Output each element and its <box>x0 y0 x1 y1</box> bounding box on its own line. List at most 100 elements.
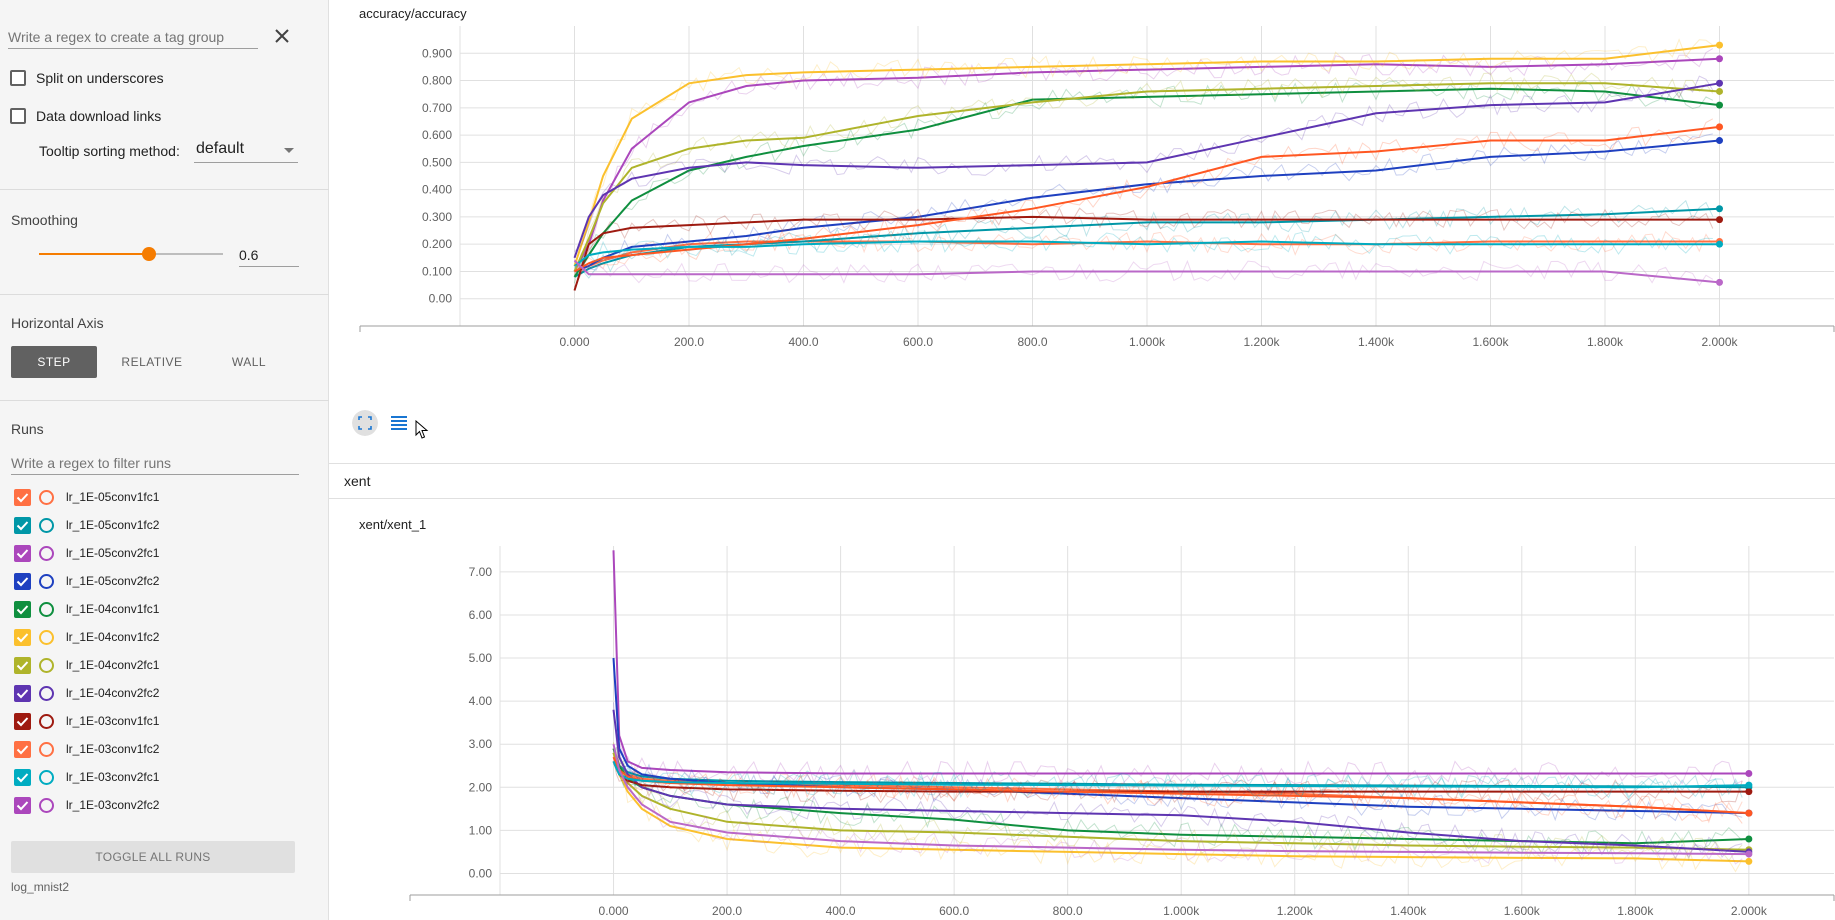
smoothing-slider-knob[interactable] <box>142 247 157 261</box>
run-color-circle-icon[interactable] <box>39 685 54 701</box>
run-checkbox[interactable] <box>14 572 31 590</box>
series-line <box>612 752 1749 863</box>
x-tick-label: 600.0 <box>903 335 933 349</box>
series-raw-line <box>613 763 1743 800</box>
list-toggle-icon[interactable] <box>386 410 412 436</box>
dropdown-arrow-icon <box>284 148 294 153</box>
run-color-circle-icon[interactable] <box>39 657 54 673</box>
data-download-checkbox[interactable] <box>10 108 26 124</box>
run-color-circle-icon[interactable] <box>39 713 54 729</box>
run-row[interactable]: lr_1E-04conv2fc1 <box>14 654 159 676</box>
xent-chart[interactable]: 0.000 200.0 400.0 600.0 800.0 1.000k 1.200k 1.4… <box>329 540 1835 920</box>
run-color-circle-icon[interactable] <box>39 797 54 813</box>
run-row[interactable]: lr_1E-03conv2fc1 <box>14 766 159 788</box>
smoothing-slider[interactable] <box>39 247 223 261</box>
axis-step-button[interactable]: STEP <box>11 346 97 378</box>
run-checkbox[interactable] <box>14 628 31 646</box>
run-checkbox[interactable] <box>14 488 31 506</box>
xent-section-header[interactable]: xent <box>329 463 1835 499</box>
chart-title-xent: xent/xent_1 <box>359 517 427 532</box>
data-download-option[interactable]: Data download links <box>10 108 161 124</box>
run-row[interactable]: lr_1E-03conv2fc2 <box>14 794 159 816</box>
run-row[interactable]: lr_1E-05conv1fc1 <box>14 486 159 508</box>
y-tick-label: 2.00 <box>469 780 493 794</box>
y-tick-label: 0.00 <box>469 866 493 880</box>
axis-relative-button[interactable]: RELATIVE <box>121 355 183 369</box>
series-raw-line <box>613 749 1743 865</box>
run-checkbox[interactable] <box>14 740 31 758</box>
series-end-point <box>1716 41 1723 49</box>
tooltip-sorting-value: default <box>196 140 245 157</box>
run-color-circle-icon[interactable] <box>39 545 54 561</box>
fit-domain-icon[interactable] <box>352 410 378 436</box>
y-tick-label: 0.500 <box>422 155 452 169</box>
toggle-all-runs-button[interactable]: TOGGLE ALL RUNS <box>11 841 295 873</box>
run-color-circle-icon[interactable] <box>39 573 54 589</box>
run-row[interactable]: lr_1E-03conv1fc2 <box>14 738 159 760</box>
run-color-circle-icon[interactable] <box>39 741 54 757</box>
series-line <box>612 752 1749 851</box>
x-tick-label: 1.600k <box>1472 335 1509 349</box>
close-icon[interactable] <box>272 26 292 46</box>
run-row[interactable]: lr_1E-03conv1fc1 <box>14 710 159 732</box>
series-raw-line <box>613 662 1743 822</box>
divider <box>0 189 329 190</box>
run-checkbox[interactable] <box>14 544 31 562</box>
run-checkbox[interactable] <box>14 600 31 618</box>
log-directory-label: log_mnist2 <box>11 880 70 894</box>
x-tick-label: 200.0 <box>712 904 742 918</box>
check-icon <box>16 660 29 670</box>
run-color-circle-icon[interactable] <box>39 489 54 505</box>
series-line <box>573 215 1720 291</box>
y-tick-label: 6.00 <box>469 608 493 622</box>
run-row[interactable]: lr_1E-05conv2fc1 <box>14 542 159 564</box>
xent-section-label: xent <box>344 473 371 489</box>
run-checkbox[interactable] <box>14 684 31 702</box>
check-icon <box>16 520 29 530</box>
series-raw-line <box>613 751 1743 873</box>
split-underscores-checkbox[interactable] <box>10 70 26 86</box>
x-tick-label: 1.800k <box>1587 335 1624 349</box>
run-row[interactable]: lr_1E-04conv1fc2 <box>14 626 159 648</box>
series-line <box>612 743 1749 856</box>
chart-title-accuracy: accuracy/accuracy <box>359 6 467 21</box>
series-line <box>573 82 1720 272</box>
accuracy-chart[interactable]: 0.000 200.0 400.0 600.0 800.0 1.000k 1.200k 1.4… <box>329 20 1835 405</box>
run-color-circle-icon[interactable] <box>39 517 54 533</box>
run-row[interactable]: lr_1E-04conv2fc2 <box>14 682 159 704</box>
y-tick-label: 0.400 <box>422 183 452 197</box>
series-end-point <box>1716 278 1723 286</box>
x-tick-label: 0.000 <box>599 904 629 918</box>
run-name: lr_1E-03conv2fc2 <box>66 798 160 812</box>
run-color-circle-icon[interactable] <box>39 601 54 617</box>
x-tick-label: 800.0 <box>1053 904 1083 918</box>
run-checkbox[interactable] <box>14 796 31 814</box>
run-row[interactable]: lr_1E-04conv1fc1 <box>14 598 159 620</box>
tag-regex-input[interactable] <box>8 26 258 49</box>
run-checkbox[interactable] <box>14 656 31 674</box>
y-tick-label: 0.300 <box>422 210 452 224</box>
series-end-point <box>1745 850 1753 858</box>
divider <box>0 400 329 401</box>
axis-wall-button[interactable]: WALL <box>231 355 267 369</box>
run-row[interactable]: lr_1E-05conv1fc2 <box>14 514 159 536</box>
series-end-point <box>1716 216 1723 224</box>
run-checkbox[interactable] <box>14 712 31 730</box>
run-row[interactable]: lr_1E-05conv2fc2 <box>14 570 159 592</box>
smoothing-value-input[interactable] <box>239 244 299 267</box>
series-line <box>574 139 1720 273</box>
y-tick-label: 0.800 <box>422 74 452 88</box>
split-underscores-option[interactable]: Split on underscores <box>10 70 164 86</box>
series-end-point <box>1745 857 1753 865</box>
run-color-circle-icon[interactable] <box>39 629 54 645</box>
run-checkbox[interactable] <box>14 516 31 534</box>
series-end-point <box>1716 123 1723 131</box>
run-name: lr_1E-04conv1fc2 <box>66 630 160 644</box>
run-checkbox[interactable] <box>14 768 31 786</box>
tooltip-sorting-dropdown[interactable]: default <box>194 139 298 163</box>
run-name: lr_1E-03conv1fc1 <box>66 714 160 728</box>
runs-filter-input[interactable] <box>11 452 299 475</box>
check-icon <box>16 492 29 502</box>
run-color-circle-icon[interactable] <box>39 769 54 785</box>
series-raw-line <box>574 75 1714 252</box>
